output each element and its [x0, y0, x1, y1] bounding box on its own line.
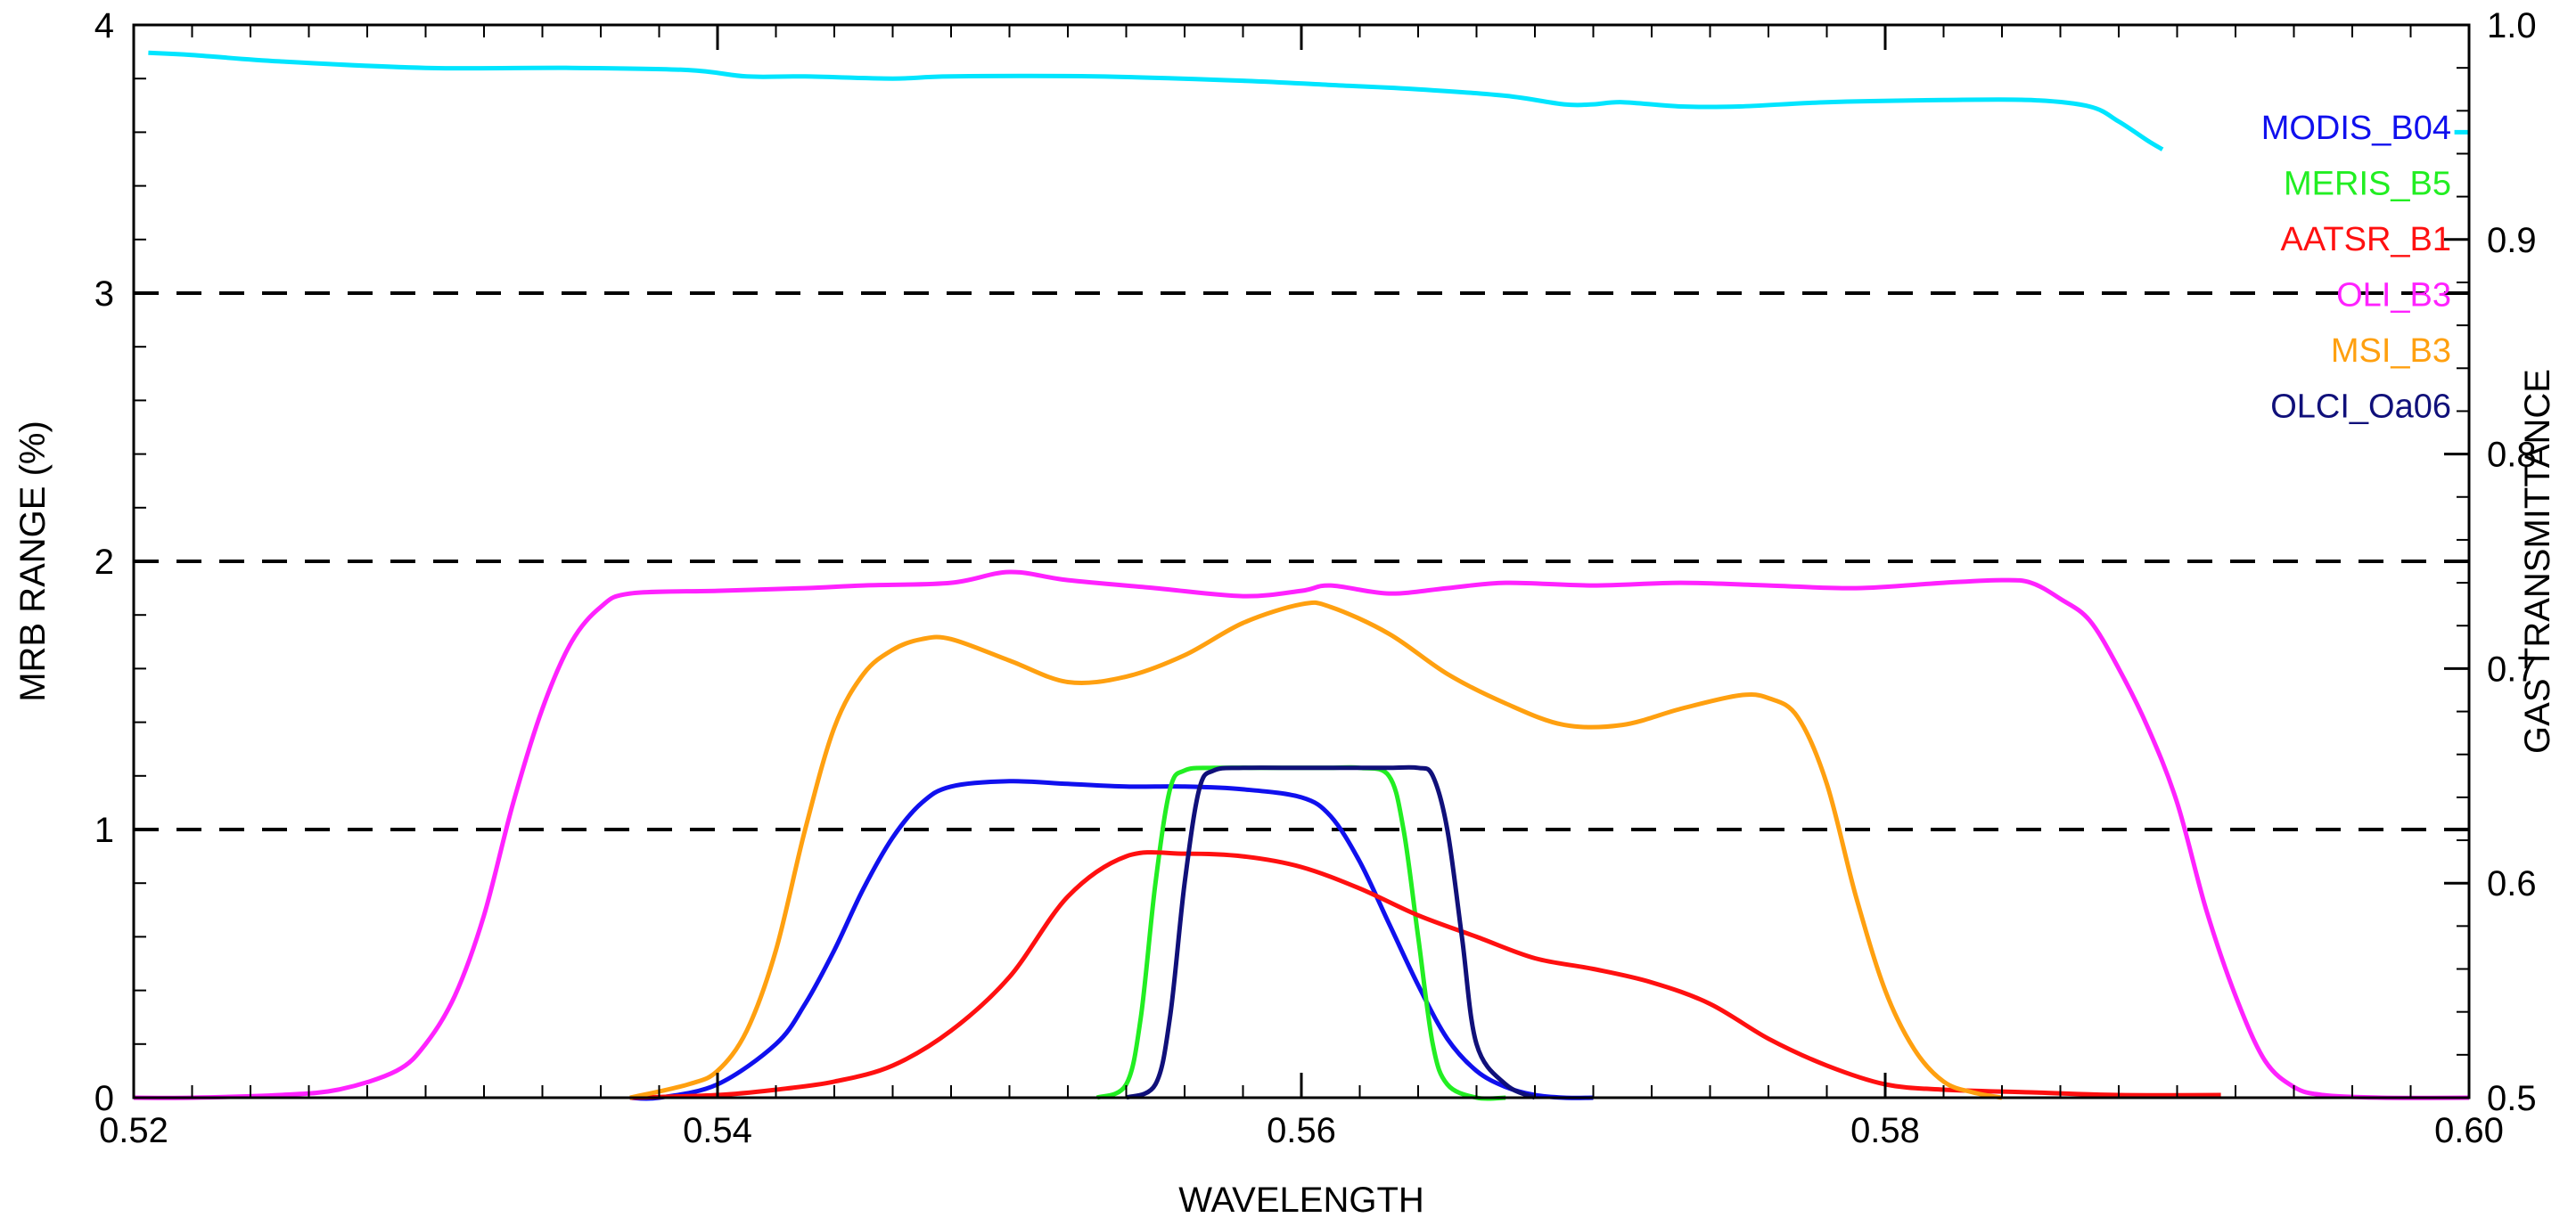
y2-axis-title: GAS TRANSMITTANCE [2518, 369, 2557, 754]
x-tick-label: 0.58 [1850, 1111, 1920, 1150]
y2-tick-label: 1.0 [2487, 6, 2537, 45]
axes: 0.52 0.54 0.56 0.58 0.60 0 1 2 3 4 0.5 0.6 0.7 0.8 0.9… [94, 6, 2537, 1150]
series-line-gas-transmittance [148, 50, 2164, 151]
series-line-oli-b3 [133, 569, 2470, 1100]
series-line-olci-oa06 [1125, 764, 1537, 1100]
y-tick-label: 4 [94, 6, 114, 45]
y-tick-label: 0 [94, 1079, 114, 1118]
legend-entry-aatsr-b1: AATSR_B1 [2281, 221, 2451, 258]
legend: MODIS_B04 MERIS_B5 AATSR_B1 OLI_B3 MSI_B3 OLC… [2261, 110, 2451, 426]
legend-entry-msi-b3: MSI_B3 [2331, 332, 2451, 370]
y2-tick-label: 0.6 [2487, 864, 2537, 903]
x-tick-label: 0.56 [1267, 1111, 1336, 1150]
x-tick-label: 0.54 [683, 1111, 752, 1150]
y-tick-label: 3 [94, 274, 114, 314]
legend-entry-oli-b3: OLI_B3 [2336, 277, 2451, 315]
plot-area [133, 50, 2470, 1101]
y-tick-label: 1 [94, 811, 114, 850]
series-line-modis-b04 [629, 779, 1594, 1101]
reference-lines [134, 291, 2469, 831]
legend-entry-meris-b5: MERIS_B5 [2284, 166, 2451, 203]
y2-tick-label: 0.7 [2487, 650, 2537, 689]
y-axis-title: MRB RANGE (%) [13, 421, 53, 702]
y2-tick-label: 0.8 [2487, 436, 2537, 475]
series-line-msi-b3 [629, 600, 2003, 1100]
y2-tick-label: 0.5 [2487, 1079, 2537, 1118]
x-axis-title: WAVELENGTH [1178, 1181, 1424, 1220]
x-tick-label: 0.60 [2434, 1111, 2504, 1150]
y2-tick-label: 0.9 [2487, 221, 2537, 260]
x-tick-label: 0.52 [99, 1111, 168, 1150]
legend-entry-modis-b04: MODIS_B04 [2261, 110, 2451, 147]
y-tick-label: 2 [94, 543, 114, 582]
legend-entry-olci-oa06: OLCI_Oa06 [2270, 388, 2451, 426]
